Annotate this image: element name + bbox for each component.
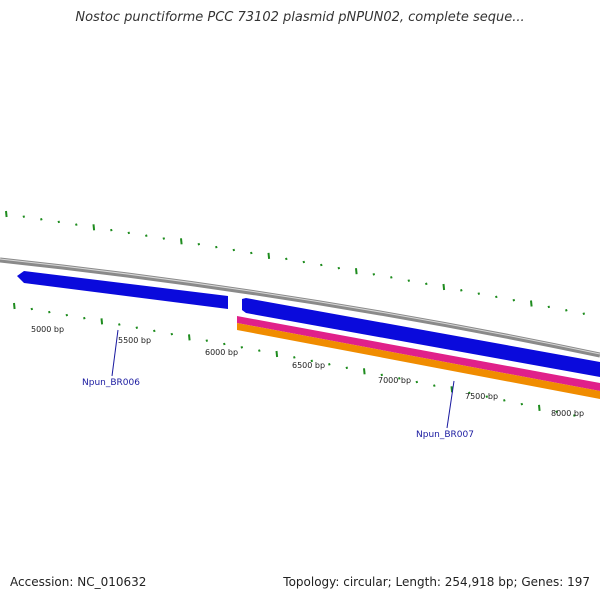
minor-tick bbox=[223, 342, 226, 346]
minor-tick bbox=[57, 220, 61, 224]
minor-tick bbox=[135, 326, 139, 329]
minor-tick bbox=[485, 395, 489, 398]
minor-tick bbox=[258, 349, 261, 352]
minor-tick bbox=[503, 399, 506, 402]
minor-tick bbox=[250, 251, 253, 255]
minor-tick bbox=[285, 257, 288, 261]
minor-tick bbox=[415, 380, 419, 384]
minor-tick bbox=[573, 414, 576, 417]
gene-label-leader-npun-br006 bbox=[111, 329, 119, 377]
minor-tick bbox=[197, 242, 201, 246]
minor-tick bbox=[512, 298, 516, 302]
minor-tick bbox=[407, 279, 411, 282]
minor-tick bbox=[390, 276, 393, 279]
major-tick bbox=[275, 350, 279, 358]
gene-label-npun-br006[interactable]: Npun_BR006 bbox=[82, 378, 140, 388]
major-tick bbox=[188, 334, 191, 341]
scale-tick-label: 6000 bp bbox=[205, 348, 238, 357]
minor-tick bbox=[170, 332, 174, 336]
major-tick bbox=[442, 283, 446, 291]
minor-tick bbox=[145, 234, 148, 237]
scale-tick-labels: 5000 bp 5500 bp 6000 bp 6500 bp 7000 bp … bbox=[31, 325, 584, 418]
major-tick bbox=[363, 368, 366, 375]
minor-tick bbox=[520, 402, 524, 406]
minor-tick bbox=[380, 373, 384, 377]
minor-tick bbox=[75, 223, 78, 226]
minor-tick bbox=[110, 228, 113, 232]
accession-text: Accession: NC_010632 bbox=[10, 575, 147, 589]
minor-tick bbox=[293, 356, 296, 359]
plasmid-backbone bbox=[0, 257, 600, 358]
minor-tick bbox=[398, 377, 401, 380]
minor-tick bbox=[30, 307, 34, 311]
major-tick bbox=[13, 302, 16, 310]
minor-tick bbox=[83, 316, 86, 320]
major-tick bbox=[92, 224, 96, 231]
minor-tick bbox=[468, 391, 471, 395]
major-tick bbox=[530, 300, 533, 307]
scale-tick-label: 5000 bp bbox=[31, 325, 64, 334]
minor-tick bbox=[48, 310, 51, 314]
minor-tick bbox=[582, 312, 586, 315]
minor-tick bbox=[555, 410, 559, 413]
minor-tick bbox=[477, 292, 481, 295]
minor-tick bbox=[337, 266, 341, 270]
minor-tick bbox=[302, 260, 306, 264]
minor-tick bbox=[547, 305, 551, 309]
minor-tick bbox=[565, 309, 568, 312]
minor-tick bbox=[240, 346, 244, 349]
genome-summary-text: Topology: circular; Length: 254,918 bp; … bbox=[283, 575, 590, 589]
inner-tick-marks bbox=[13, 302, 576, 417]
major-tick bbox=[180, 238, 183, 245]
major-tick bbox=[538, 404, 541, 411]
minor-tick bbox=[310, 359, 314, 363]
minor-tick bbox=[345, 366, 349, 370]
gene-label-leader-npun-br007 bbox=[446, 380, 455, 429]
minor-tick bbox=[425, 282, 428, 286]
scale-tick-label: 7000 bp bbox=[378, 376, 411, 385]
scale-tick-label: 8000 bp bbox=[551, 409, 584, 418]
rna-feature-band bbox=[237, 316, 600, 391]
minor-tick bbox=[162, 237, 166, 240]
minor-tick bbox=[495, 295, 498, 299]
minor-tick bbox=[40, 218, 43, 221]
major-tick bbox=[5, 210, 8, 218]
gene-arrow-npun-br006[interactable] bbox=[17, 271, 228, 309]
minor-tick bbox=[153, 329, 156, 333]
map-title: Nostoc punctiforme PCC 73102 plasmid pNP… bbox=[75, 10, 525, 25]
scale-tick-label: 5500 bp bbox=[118, 336, 151, 345]
minor-tick bbox=[118, 323, 121, 326]
scale-tick-label: 7500 bp bbox=[465, 392, 498, 401]
outer-tick-marks bbox=[5, 210, 586, 315]
minor-tick bbox=[232, 248, 236, 252]
major-tick bbox=[100, 318, 104, 325]
plasmid-backbone-highlight bbox=[0, 258, 600, 355]
gene-label-npun-br007[interactable]: Npun_BR007 bbox=[416, 430, 474, 440]
minor-tick bbox=[205, 339, 209, 342]
scale-tick-label: 6500 bp bbox=[292, 361, 325, 370]
minor-tick bbox=[320, 263, 323, 267]
cds-feature-band bbox=[237, 323, 600, 399]
major-tick bbox=[267, 252, 271, 259]
minor-tick bbox=[328, 363, 331, 366]
minor-tick bbox=[127, 231, 131, 235]
minor-tick bbox=[22, 215, 26, 218]
gene-arrow-npun-br007[interactable] bbox=[242, 298, 600, 377]
minor-tick bbox=[433, 384, 436, 387]
minor-tick bbox=[65, 313, 69, 317]
minor-tick bbox=[460, 289, 463, 292]
minor-tick bbox=[372, 273, 376, 276]
major-tick bbox=[355, 268, 358, 275]
minor-tick bbox=[215, 245, 218, 249]
